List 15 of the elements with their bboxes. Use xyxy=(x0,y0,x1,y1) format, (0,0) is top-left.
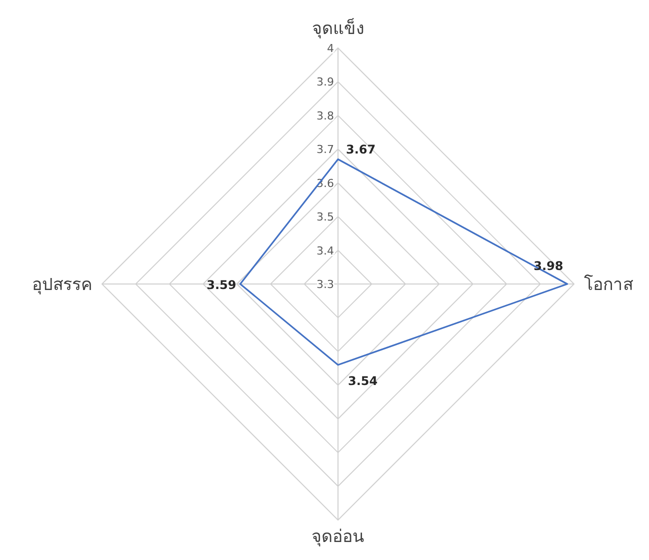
y-tick-label: 3.7 xyxy=(316,143,334,156)
data-label: 3.54 xyxy=(348,374,378,388)
y-tick-label: 3.8 xyxy=(316,109,334,122)
y-tick-label: 3.9 xyxy=(316,76,334,89)
data-label: 3.59 xyxy=(206,278,236,292)
data-label: 3.67 xyxy=(346,142,376,156)
y-tick-label: 3.5 xyxy=(316,210,334,224)
y-tick-label: 3.4 xyxy=(316,244,334,258)
spoke-label: จุดอ่อน xyxy=(312,527,364,547)
y-tick-label: 3.3 xyxy=(316,278,334,291)
spoke-label: จุดแข็ง xyxy=(312,17,364,39)
spoke-label: อุปสรรค xyxy=(32,275,92,295)
spoke-label: โอกาส xyxy=(584,274,634,295)
y-tick-label: 4 xyxy=(327,42,334,55)
data-label: 3.98 xyxy=(534,259,564,273)
